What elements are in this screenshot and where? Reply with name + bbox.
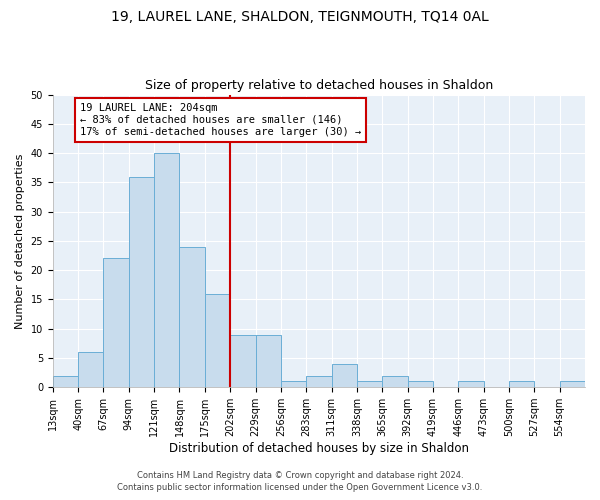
Bar (129, 176, 154, 387)
Bar (103, 258, 129, 387)
Bar (306, 376, 332, 387)
Y-axis label: Number of detached properties: Number of detached properties (15, 153, 25, 328)
Bar (560, 382, 585, 387)
Bar (357, 382, 382, 387)
Text: 19 LAUREL LANE: 204sqm
← 83% of detached houses are smaller (146)
17% of semi-de: 19 LAUREL LANE: 204sqm ← 83% of detached… (80, 104, 361, 136)
Bar (256, 334, 281, 387)
Text: Contains HM Land Registry data © Crown copyright and database right 2024.
Contai: Contains HM Land Registry data © Crown c… (118, 471, 482, 492)
Bar (281, 382, 306, 387)
Text: 19, LAUREL LANE, SHALDON, TEIGNMOUTH, TQ14 0AL: 19, LAUREL LANE, SHALDON, TEIGNMOUTH, TQ… (111, 10, 489, 24)
Bar (230, 334, 256, 387)
Bar (382, 376, 407, 387)
Title: Size of property relative to detached houses in Shaldon: Size of property relative to detached ho… (145, 79, 493, 92)
X-axis label: Distribution of detached houses by size in Shaldon: Distribution of detached houses by size … (169, 442, 469, 455)
Bar (332, 364, 357, 387)
Bar (458, 382, 484, 387)
Bar (179, 246, 205, 387)
Bar (78, 352, 103, 387)
Bar (53, 376, 78, 387)
Bar (509, 382, 535, 387)
Bar (205, 294, 230, 387)
Bar (154, 153, 179, 387)
Bar (407, 382, 433, 387)
